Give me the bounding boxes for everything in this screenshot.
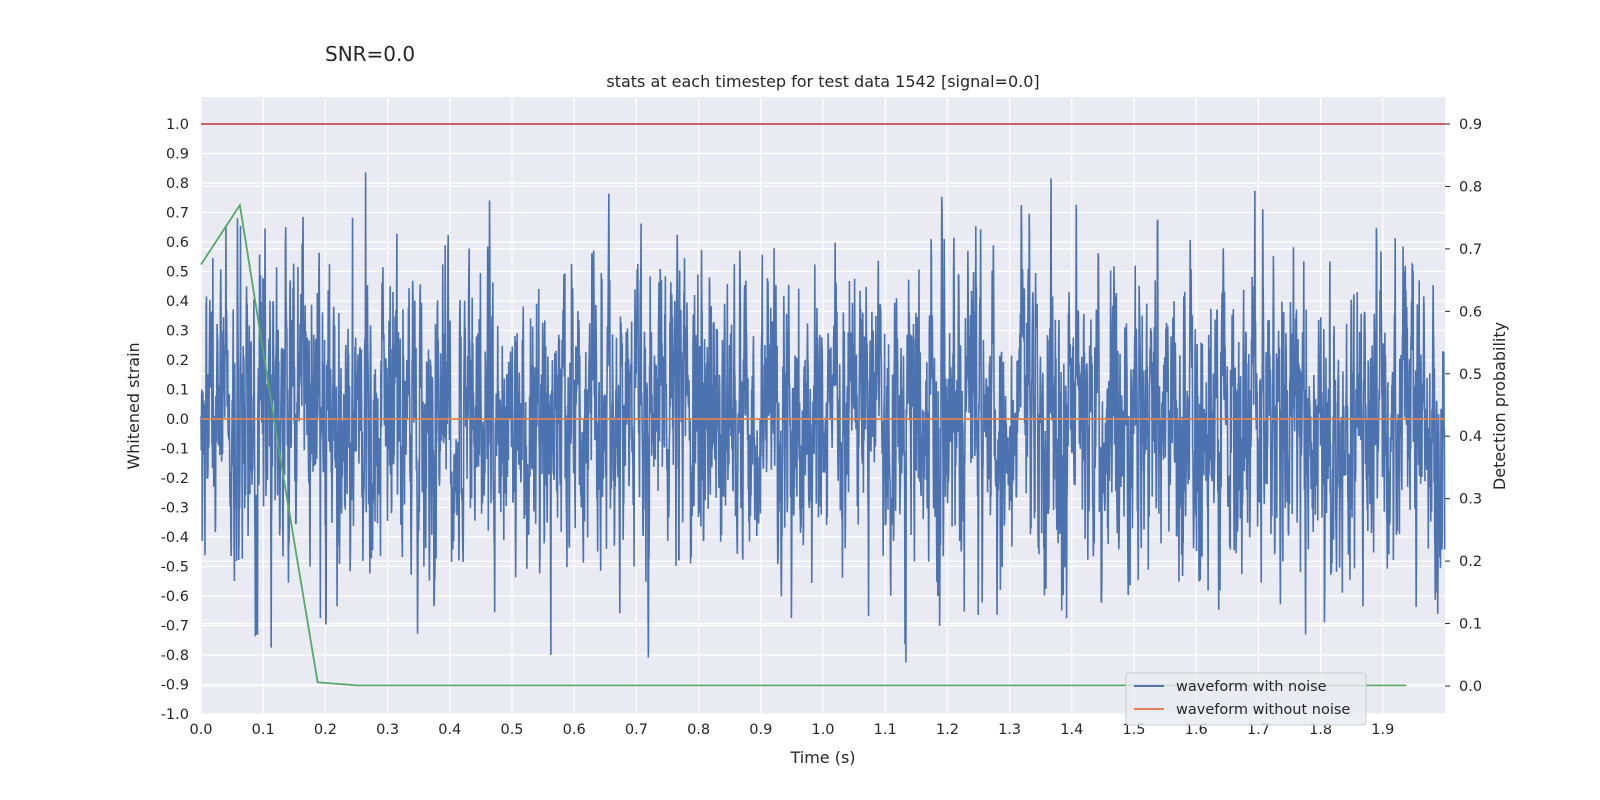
x-tick-label: 0.9 bbox=[749, 722, 772, 738]
y-tick-label: -0.2 bbox=[161, 471, 189, 487]
chart-title: stats at each timestep for test data 154… bbox=[606, 72, 1039, 91]
y-axis-label: Whitened strain bbox=[124, 342, 143, 469]
legend: waveform with noise waveform without noi… bbox=[1125, 672, 1367, 726]
y-tick-label: 0.6 bbox=[166, 235, 189, 251]
y2-tick-label: 0.3 bbox=[1459, 492, 1482, 508]
y-tick-label: -0.1 bbox=[161, 442, 189, 458]
x-tick-label: 0.8 bbox=[687, 722, 710, 738]
y2-axis-label: Detection probability bbox=[1490, 322, 1509, 490]
x-tick-label: 0.5 bbox=[500, 722, 523, 738]
x-tick-label: 0.1 bbox=[252, 722, 275, 738]
x-tick-label: 1.5 bbox=[1122, 722, 1145, 738]
y-tick-label: -1.0 bbox=[161, 707, 189, 723]
series-waveform-with-noise bbox=[200, 172, 1446, 663]
legend-box bbox=[1125, 672, 1367, 726]
y-tick-label: 0.3 bbox=[166, 324, 189, 340]
y-tick-label: 0.9 bbox=[166, 147, 189, 163]
y-tick-label: -0.7 bbox=[161, 619, 189, 635]
y-tick-label: 0.8 bbox=[166, 176, 189, 192]
y-tick-label: -0.8 bbox=[161, 648, 189, 664]
y2-tick-label: 0.9 bbox=[1459, 117, 1482, 133]
y-tick-label: -0.3 bbox=[161, 501, 189, 517]
legend-label-clean: waveform without noise bbox=[1176, 702, 1350, 718]
x-tick-label: 1.0 bbox=[811, 722, 834, 738]
x-tick-label: 0.2 bbox=[314, 722, 337, 738]
y2-tick-label: 0.1 bbox=[1459, 617, 1482, 633]
y2-tick-label: 0.8 bbox=[1459, 179, 1482, 195]
y-tick-label: 0.1 bbox=[166, 383, 189, 399]
x-tick-label: 0.0 bbox=[189, 722, 212, 738]
x-tick-label: 1.8 bbox=[1309, 722, 1332, 738]
legend-label-noise: waveform with noise bbox=[1176, 679, 1327, 695]
y-tick-label: 0.0 bbox=[166, 412, 189, 428]
y2-tick-label: 0.4 bbox=[1459, 429, 1482, 445]
y2-tick-label: 0.5 bbox=[1459, 367, 1482, 383]
y-tick-label: -0.9 bbox=[161, 678, 189, 694]
x-tick-label: 0.7 bbox=[625, 722, 648, 738]
x-tick-label: 1.1 bbox=[874, 722, 897, 738]
y-tick-label: 1.0 bbox=[166, 117, 189, 133]
y-tick-label: 0.4 bbox=[166, 294, 189, 310]
y-tick-label: 0.2 bbox=[166, 353, 189, 369]
x-tick-labels: 0.0 0.1 0.2 0.3 0.4 0.5 0.6 0.7 0.8 0.9 1.0 1.1 1.2 1… bbox=[189, 722, 1394, 738]
x-axis-label: Time (s) bbox=[789, 748, 855, 767]
y-tick-label: 0.5 bbox=[166, 265, 189, 281]
y2-tick-label: 0.2 bbox=[1459, 554, 1482, 570]
x-tick-label: 1.6 bbox=[1185, 722, 1208, 738]
x-tick-label: 1.2 bbox=[936, 722, 959, 738]
y2-tick-label: 0.7 bbox=[1459, 242, 1482, 258]
y2-tick-labels: 0.9 0.8 0.7 0.6 0.5 0.4 0.3 0.2 0.1 0.0 bbox=[1445, 117, 1482, 695]
x-tick-label: 1.7 bbox=[1247, 722, 1270, 738]
x-tick-label: 1.4 bbox=[1060, 722, 1083, 738]
x-tick-label: 0.3 bbox=[376, 722, 399, 738]
y2-tick-label: 0.0 bbox=[1459, 679, 1482, 695]
x-tick-label: 1.3 bbox=[998, 722, 1021, 738]
y-tick-label: -0.5 bbox=[161, 560, 189, 576]
suptitle: SNR=0.0 bbox=[325, 42, 415, 66]
y-tick-label: -0.6 bbox=[161, 589, 189, 605]
x-tick-label: 0.6 bbox=[563, 722, 586, 738]
y-tick-labels: 1.0 0.9 0.8 0.7 0.6 0.5 0.4 0.3 0.2 0.1 0.0 -0.1 -0.… bbox=[161, 117, 189, 723]
x-tick-label: 1.9 bbox=[1371, 722, 1394, 738]
x-tick-label: 0.4 bbox=[438, 722, 461, 738]
y-tick-label: -0.4 bbox=[161, 530, 189, 546]
y2-tick-label: 0.6 bbox=[1459, 304, 1482, 320]
y-tick-label: 0.7 bbox=[166, 206, 189, 222]
